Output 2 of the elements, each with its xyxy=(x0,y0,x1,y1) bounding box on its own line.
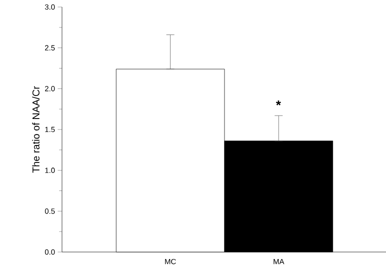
y-axis-title: The ratio of NAA/Cr xyxy=(32,86,40,173)
annotation: * xyxy=(276,100,281,106)
